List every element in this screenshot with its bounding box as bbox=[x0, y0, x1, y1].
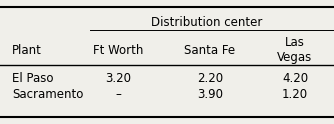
Text: 2.20: 2.20 bbox=[197, 73, 223, 86]
Text: Sacramento: Sacramento bbox=[12, 89, 84, 102]
Text: 1.20: 1.20 bbox=[282, 89, 308, 102]
Text: 4.20: 4.20 bbox=[282, 73, 308, 86]
Text: Las
Vegas: Las Vegas bbox=[277, 36, 313, 64]
Text: –: – bbox=[115, 89, 121, 102]
Text: El Paso: El Paso bbox=[12, 73, 53, 86]
Text: Plant: Plant bbox=[12, 44, 42, 57]
Text: 3.20: 3.20 bbox=[105, 73, 131, 86]
Text: 3.90: 3.90 bbox=[197, 89, 223, 102]
Text: Ft Worth: Ft Worth bbox=[93, 44, 143, 57]
Text: Distribution center: Distribution center bbox=[151, 16, 263, 29]
Text: Santa Fe: Santa Fe bbox=[184, 44, 235, 57]
